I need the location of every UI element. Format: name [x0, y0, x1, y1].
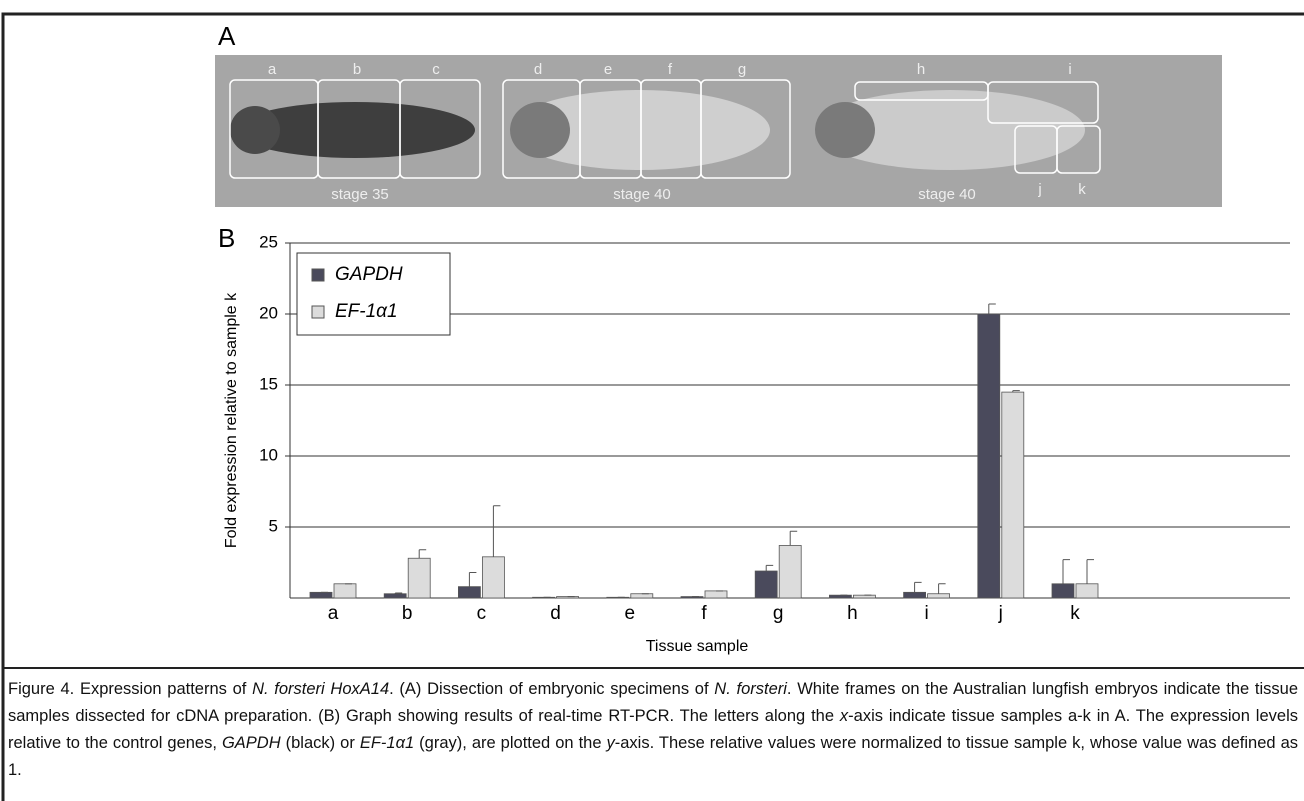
x-tick-label: j	[998, 603, 1003, 624]
legend-label: EF-1α1	[335, 301, 398, 322]
x-tick-label: e	[625, 603, 636, 624]
caption-run: (black) or	[281, 734, 360, 752]
sample-label: k	[1078, 181, 1086, 198]
sample-label: g	[738, 61, 746, 78]
sample-label: h	[917, 61, 925, 78]
bar	[384, 594, 406, 598]
y-tick-label: 15	[259, 374, 278, 393]
y-axis-label: Fold expression relative to sample k	[223, 292, 240, 548]
x-tick-label: d	[550, 603, 561, 624]
error-bar	[1063, 560, 1070, 584]
y-tick-label: 10	[259, 445, 278, 464]
y-tick-label: 5	[269, 516, 278, 535]
error-bar	[939, 584, 946, 594]
bar	[310, 592, 332, 598]
x-tick-label: b	[402, 603, 413, 624]
bar	[1076, 584, 1098, 598]
bar	[1052, 584, 1074, 598]
caption-run: GAPDH	[222, 734, 281, 752]
page: A B a b c d e f g h i j k stage 35 stage 40 stage 40 5…	[0, 0, 1304, 801]
error-bar	[469, 572, 476, 586]
caption-run: x	[840, 707, 848, 725]
error-bar	[915, 582, 922, 592]
sample-label: c	[432, 61, 440, 78]
sample-label: j	[1037, 181, 1041, 198]
caption-run: y	[607, 734, 615, 752]
x-tick-label: k	[1070, 603, 1080, 624]
x-tick-label: a	[328, 603, 339, 624]
stage-label: stage 40	[918, 186, 976, 203]
legend-swatch	[312, 269, 324, 281]
bar	[1002, 392, 1024, 598]
bar	[705, 591, 727, 598]
caption-run: EF-1α1	[360, 734, 414, 752]
error-bar	[790, 531, 797, 545]
bar	[928, 594, 950, 598]
error-bar	[1087, 560, 1094, 584]
bar	[408, 558, 430, 598]
x-tick-label: g	[773, 603, 784, 624]
x-tick-label: i	[924, 603, 928, 624]
error-bar	[989, 304, 996, 314]
embryo-head	[510, 102, 570, 158]
caption-run: N. forsteri HoxA14	[252, 680, 389, 698]
sample-label: a	[268, 61, 277, 78]
error-bar	[766, 565, 773, 571]
caption-run: . (A) Dissection of embryonic specimens …	[389, 680, 714, 698]
bar	[482, 557, 504, 598]
panel-label: B	[218, 223, 235, 253]
panel-label: A	[218, 21, 236, 51]
stage-label: stage 40	[613, 186, 671, 203]
x-axis-label: Tissue sample	[646, 638, 749, 655]
bar	[978, 314, 1000, 598]
embryo-head	[815, 102, 875, 158]
bar	[458, 587, 480, 598]
bar	[904, 592, 926, 598]
bar	[779, 545, 801, 598]
embryo-head	[230, 106, 280, 154]
caption-run: N. forsteri	[714, 680, 787, 698]
y-tick-label: 20	[259, 303, 278, 322]
error-bar	[419, 550, 426, 559]
caption: Figure 4. Expression patterns of N. fors…	[8, 676, 1298, 784]
x-tick-label: c	[477, 603, 487, 624]
y-tick-label: 25	[259, 232, 278, 251]
x-tick-label: f	[701, 603, 707, 624]
sample-label: b	[353, 61, 361, 78]
error-bar	[493, 506, 500, 557]
sample-label: d	[534, 61, 542, 78]
bar	[631, 594, 653, 598]
bar	[755, 571, 777, 598]
x-tick-label: h	[847, 603, 858, 624]
legend-label: GAPDH	[335, 264, 403, 285]
sample-label: e	[604, 61, 612, 78]
caption-run: Figure 4. Expression patterns of	[8, 680, 252, 698]
stage-label: stage 35	[331, 186, 389, 203]
sample-label: i	[1068, 61, 1071, 78]
caption-run: (gray), are plotted on the	[414, 734, 606, 752]
bar	[334, 584, 356, 598]
legend-swatch	[312, 306, 324, 318]
